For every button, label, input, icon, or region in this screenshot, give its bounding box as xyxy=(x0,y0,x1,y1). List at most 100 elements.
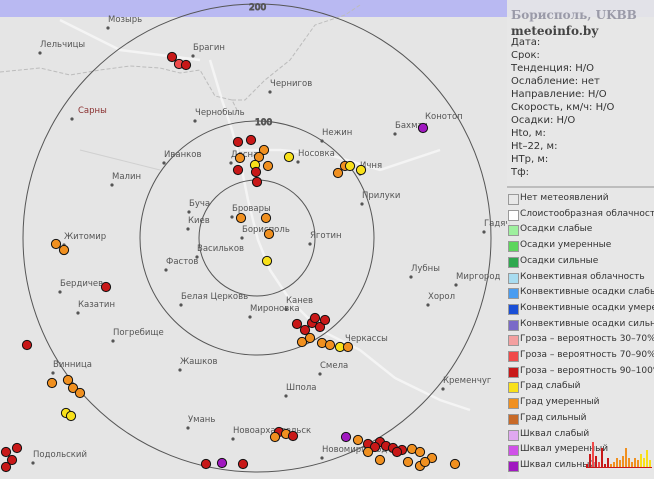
info-precip: Осадки: Н/О xyxy=(511,115,576,126)
legend-label: Осадки слабые xyxy=(520,224,593,235)
town-dot xyxy=(31,461,35,465)
echo-cell xyxy=(258,144,270,156)
legend-swatch xyxy=(508,460,519,472)
town-dot xyxy=(186,227,190,231)
histogram-bar xyxy=(628,458,630,468)
legend-swatch xyxy=(508,194,519,205)
legend-swatch xyxy=(508,225,519,237)
echo-cell xyxy=(180,59,192,71)
town-label: Буча xyxy=(189,199,210,209)
town-label: Шпола xyxy=(286,383,317,393)
legend-item: Град сильный xyxy=(507,412,654,427)
info-tf: Тф: xyxy=(511,167,530,178)
info-direction: Направление: Н/О xyxy=(511,89,607,100)
histogram-bar xyxy=(589,454,591,468)
town-dot xyxy=(193,119,197,123)
echo-cell xyxy=(0,461,12,473)
town-label: Погребище xyxy=(113,328,164,338)
echo-cell xyxy=(74,387,86,399)
echo-cell xyxy=(314,321,326,333)
echo-cell xyxy=(245,134,257,146)
echo-cell xyxy=(449,458,461,470)
legend-label: Осадки умеренные xyxy=(520,240,612,251)
legend-label: Конвективные осадки слабые xyxy=(520,287,654,298)
legend-label: Град сильный xyxy=(520,412,587,423)
town-label: Новоархангельск xyxy=(233,426,311,436)
panel-divider xyxy=(507,186,654,188)
echo-cell xyxy=(299,324,311,336)
info-date: Дата: xyxy=(511,37,541,48)
town-dot xyxy=(76,311,80,315)
town-label: Киев xyxy=(188,216,210,226)
histogram-baseline xyxy=(586,467,652,468)
histogram-bar xyxy=(586,464,588,468)
echo-cell xyxy=(287,430,299,442)
town-label: Малин xyxy=(112,172,141,182)
legend-swatch xyxy=(508,382,519,394)
town-dot xyxy=(360,202,364,206)
histogram-bar xyxy=(634,458,636,468)
echo-cell xyxy=(166,51,178,63)
range-ring xyxy=(139,120,375,356)
legend-item: Осадки сильные xyxy=(507,255,654,270)
legend-swatch xyxy=(508,209,519,221)
town-dot xyxy=(186,426,190,430)
legend-item: Гроза – вероятность 90–100% xyxy=(507,365,654,380)
legend-swatch xyxy=(508,429,519,441)
town-label: Лубны xyxy=(411,264,440,274)
echo-cell xyxy=(253,151,265,163)
town-dot xyxy=(38,51,42,55)
histogram-bar xyxy=(619,460,621,468)
echo-cell xyxy=(355,164,367,176)
info-hto: Hto, м: xyxy=(511,128,546,139)
echo-cell xyxy=(235,212,247,224)
histogram-bar xyxy=(643,458,645,468)
town-label: Чернигов xyxy=(270,79,312,89)
echo-cell xyxy=(402,456,414,468)
town-label: Миргород xyxy=(456,272,501,282)
legend-label: Конвективные осадки умерен. xyxy=(520,302,654,313)
echo-cell xyxy=(6,454,18,466)
legend-swatch xyxy=(508,303,519,315)
town-label: Канев xyxy=(286,296,313,306)
ring-label-200: 200 xyxy=(249,3,266,13)
town-dot xyxy=(70,117,74,121)
town-label: Смела xyxy=(320,361,348,371)
legend-item: Шквал сильный xyxy=(507,459,654,474)
town-dot xyxy=(409,275,413,279)
legend-label: Осадки сильные xyxy=(520,255,599,266)
info-term: Срок: xyxy=(511,50,540,61)
legend-swatch xyxy=(508,288,519,300)
info-htr: HTр, м: xyxy=(511,154,549,165)
legend-label: Конвективные осадки сильные xyxy=(520,318,654,329)
echo-cell xyxy=(0,446,12,458)
town-label: Гадяч xyxy=(484,219,510,229)
legend-swatch xyxy=(508,272,519,284)
town-label: Черкассы xyxy=(345,334,388,344)
town-label: Прилуки xyxy=(362,191,400,201)
echo-cell xyxy=(21,339,33,351)
info-ht22: Ht–22, м: xyxy=(511,141,558,152)
town-label: Нежин xyxy=(322,128,352,138)
echo-cell xyxy=(58,244,70,256)
town-label: Лельчицы xyxy=(40,40,85,50)
legend-item: Гроза – вероятность 70–90% xyxy=(507,349,654,364)
legend-swatch xyxy=(508,256,519,268)
town-dot xyxy=(393,132,397,136)
legend-swatch xyxy=(508,413,519,425)
echo-cell xyxy=(100,281,112,293)
legend-label: Гроза – вероятность 90–100% xyxy=(520,365,654,376)
legend-label: Конвективная облачность xyxy=(520,271,645,282)
station-title: Борисполь, UKBB xyxy=(511,8,637,22)
echo-cell xyxy=(324,339,336,351)
legend-label: Град умеренный xyxy=(520,397,600,408)
legend-label: Шквал сильный xyxy=(520,459,596,470)
legend-item: Нет метеоявлений xyxy=(507,192,654,207)
echo-cell xyxy=(291,318,303,330)
histogram-bar xyxy=(601,448,603,468)
histogram-bar xyxy=(637,460,639,468)
town-dot xyxy=(58,290,62,294)
town-dot xyxy=(110,183,114,187)
